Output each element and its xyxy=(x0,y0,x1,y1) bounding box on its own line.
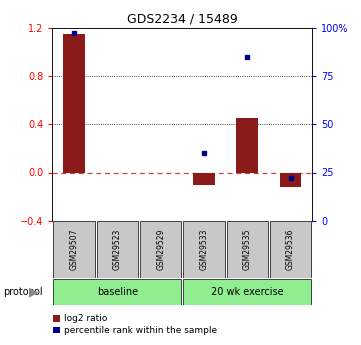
Bar xyxy=(183,221,225,278)
Text: GSM29535: GSM29535 xyxy=(243,228,252,270)
Bar xyxy=(183,279,311,305)
Legend: log2 ratio, percentile rank within the sample: log2 ratio, percentile rank within the s… xyxy=(50,311,221,339)
Text: protocol: protocol xyxy=(4,287,43,297)
Text: GSM29523: GSM29523 xyxy=(113,229,122,270)
Bar xyxy=(227,221,268,278)
Bar xyxy=(280,172,301,187)
Text: GSM29536: GSM29536 xyxy=(286,228,295,270)
Text: GSM29507: GSM29507 xyxy=(70,228,78,270)
Text: ▶: ▶ xyxy=(29,286,39,299)
Bar xyxy=(236,118,258,172)
Bar xyxy=(140,221,181,278)
Text: baseline: baseline xyxy=(97,287,138,297)
Bar xyxy=(53,279,181,305)
Text: GSM29529: GSM29529 xyxy=(156,229,165,270)
Text: GSM29533: GSM29533 xyxy=(200,228,208,270)
Bar xyxy=(97,221,138,278)
Text: 20 wk exercise: 20 wk exercise xyxy=(211,287,284,297)
Bar xyxy=(53,221,95,278)
Bar xyxy=(193,172,215,185)
Bar xyxy=(270,221,311,278)
Title: GDS2234 / 15489: GDS2234 / 15489 xyxy=(127,12,238,25)
Bar xyxy=(63,33,85,172)
